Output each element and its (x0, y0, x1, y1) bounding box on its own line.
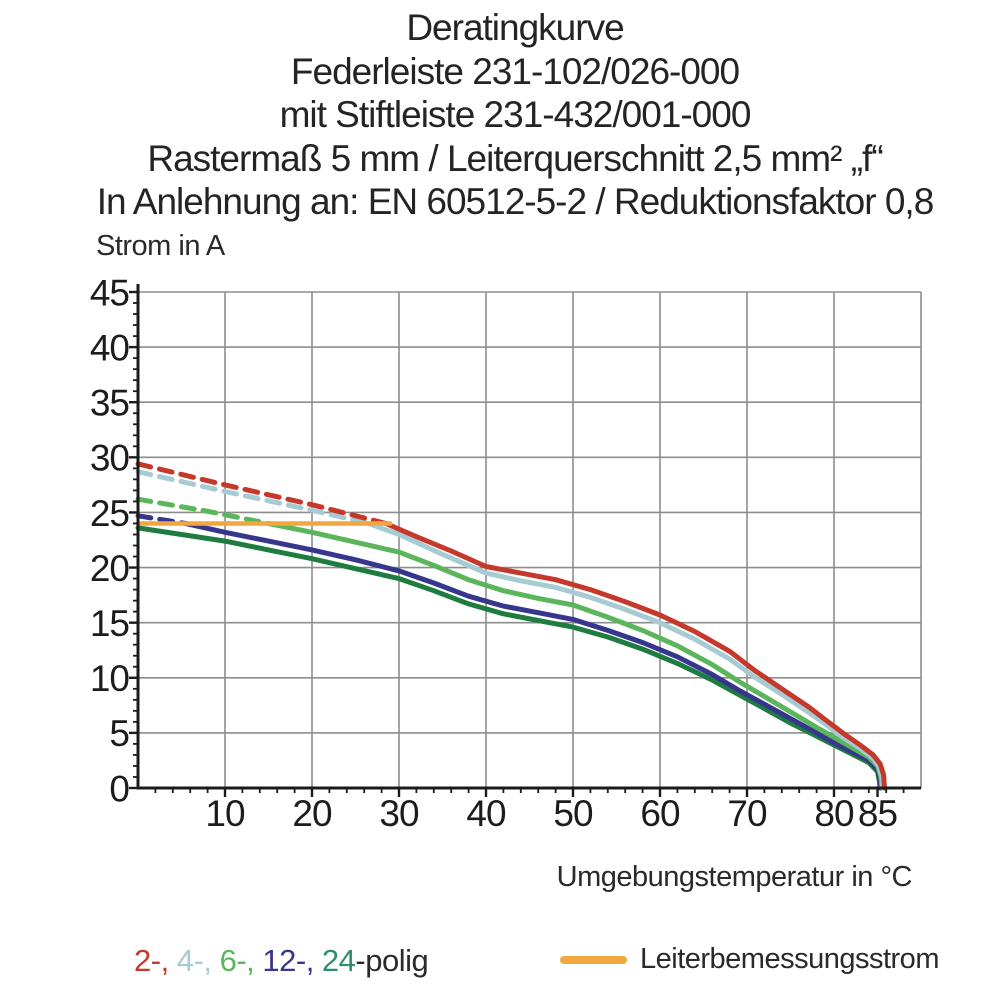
curve-2-polig (383, 521, 887, 791)
x-axis-title: Umgebungstemperatur in °C (556, 861, 913, 893)
curve-2-polig-dashed (135, 461, 389, 526)
x-tick-label: 80 (814, 793, 854, 834)
chart-header: Deratingkurve Federleiste 231-102/026-00… (30, 6, 1000, 224)
gridlines (138, 291, 922, 788)
curve-4-polig-dashed (135, 469, 372, 526)
y-tick-label: 30 (90, 438, 130, 479)
curves (135, 461, 887, 791)
y-tick-label: 45 (90, 272, 130, 313)
curve-6-polig-dashed (135, 496, 271, 526)
legend-pole-token: 12-, (262, 943, 322, 978)
y-tick-label: 40 (90, 327, 130, 368)
x-tick-label: 70 (727, 793, 767, 834)
x-tick-label: 50 (553, 793, 593, 834)
x-tick-label: 30 (379, 793, 419, 834)
legend-pole-token: 6-, (219, 943, 263, 978)
title-line-5: In Anlehnung an: EN 60512-5-2 / Reduktio… (96, 181, 935, 222)
legend-pole-token: -polig (355, 943, 429, 978)
y-tick-label: 15 (90, 603, 130, 644)
y-tick-label: 0 (109, 768, 129, 809)
y-tick-label: 5 (109, 713, 129, 754)
y-tick-label: 10 (90, 658, 130, 699)
legend: 2-, 4-, 6-, 12-, 24-polig Leiterbemessun… (0, 943, 1000, 993)
title-line-3: mit Stiftleiste 231-432/001-000 (279, 94, 752, 135)
curve-4-polig (366, 521, 886, 791)
tick-labels: 10 20 30 40 50 60 70 80 85 0 5 10 15 20 25 30 35 40 45 (90, 272, 899, 834)
x-tick-label: 10 (205, 793, 245, 834)
y-tick-label: 35 (90, 383, 130, 424)
legend-pole-token: 2-, (134, 943, 177, 978)
title-line-2: Federleiste 231-102/026-000 (290, 50, 740, 92)
legend-poles: 2-, 4-, 6-, 12-, 24-polig (134, 943, 429, 979)
rated-current-label: Leiterbemessungsstrom (640, 943, 939, 975)
axes (136, 284, 921, 790)
curve-12-polig (183, 521, 884, 791)
y-axis-title: Strom in A (96, 230, 225, 262)
curve-6-polig (266, 521, 885, 791)
legend-pole-token: 4-, (176, 943, 220, 978)
x-tick-label: 20 (292, 793, 332, 834)
y-tick-label: 20 (90, 548, 130, 589)
x-tick-label: 60 (640, 793, 680, 834)
legend-pole-token: 24 (321, 943, 356, 978)
title-line-1: Deratingkurve (406, 7, 624, 48)
x-tick-label: 85 (858, 793, 898, 834)
curve-12-polig-dashed (135, 513, 189, 526)
x-tick-label: 40 (466, 793, 506, 834)
tick-marks (129, 290, 905, 797)
rated-current-line-swatch (560, 956, 627, 964)
y-tick-label: 25 (90, 493, 130, 534)
title-line-4: Rastermaß 5 mm / Leiterquerschnitt 2,5 m… (147, 137, 883, 179)
